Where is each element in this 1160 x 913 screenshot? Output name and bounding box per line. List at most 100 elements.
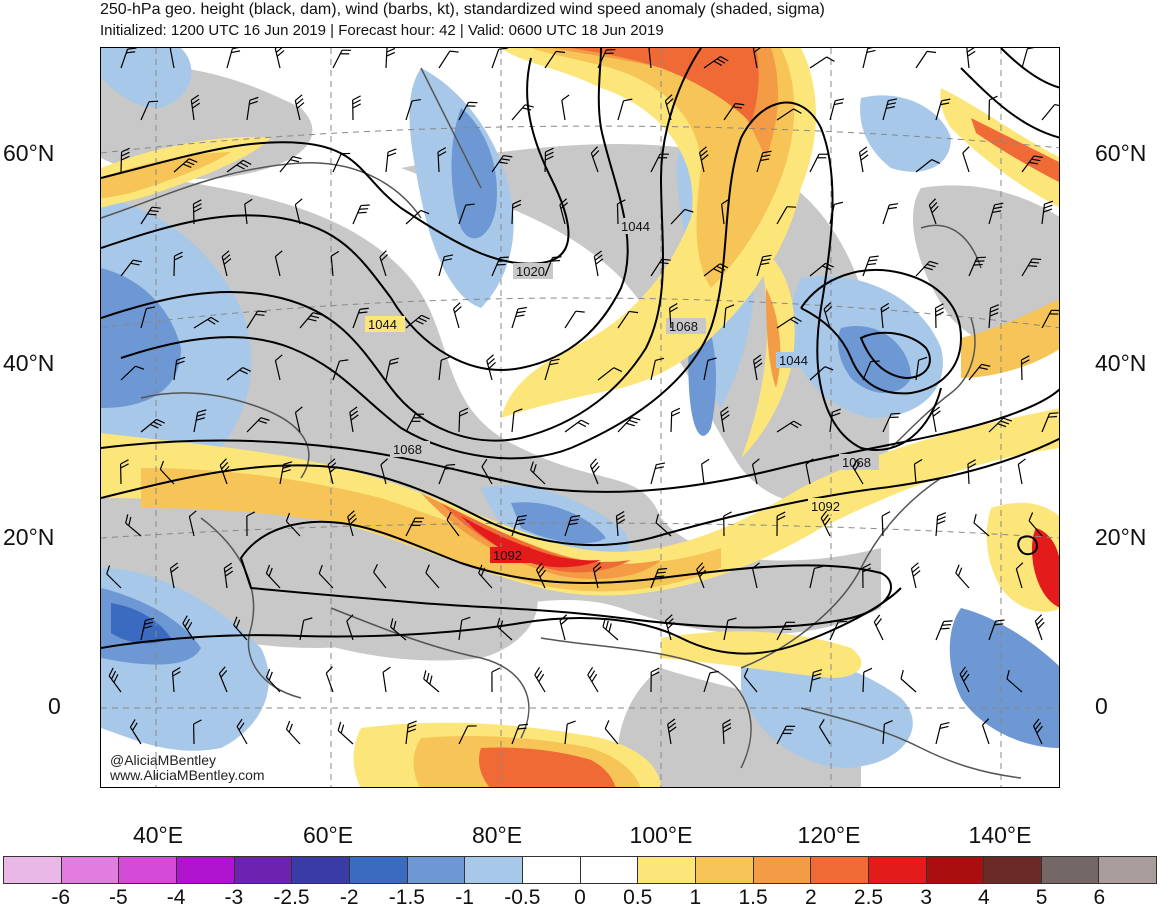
- wind-barb: [285, 512, 301, 537]
- wind-barb: [265, 668, 281, 693]
- colorbar-tick-label: 2: [804, 886, 817, 909]
- wind-barb: [829, 620, 848, 641]
- colorbar-tick-label: -1: [455, 886, 474, 909]
- wind-barb: [405, 209, 430, 225]
- contour-label: 1068: [393, 442, 422, 457]
- contour-label: 1044: [779, 353, 808, 368]
- wind-barb: [425, 564, 440, 589]
- contour-label: 1044: [368, 317, 397, 332]
- wind-barb: [723, 617, 737, 641]
- wind-barb: [1015, 562, 1024, 589]
- credit-website: www.AliciaMBentley.com: [110, 767, 265, 783]
- colorbar-swatch: [234, 857, 293, 883]
- wind-barb: [829, 408, 841, 433]
- lon-label: 120°E: [797, 822, 861, 848]
- map-subtitle: Initialized: 1200 UTC 16 Jun 2019 | Fore…: [100, 22, 664, 39]
- wind-barb: [862, 255, 879, 277]
- wind-barb: [968, 363, 991, 381]
- positive-anomaly-region: [1032, 528, 1059, 608]
- wind-barb: [120, 147, 130, 173]
- wind-barb: [751, 562, 760, 589]
- wind-barb: [882, 412, 901, 433]
- wind-barb: [862, 360, 880, 381]
- wind-barb: [962, 146, 970, 173]
- wind-barb: [809, 669, 823, 693]
- wind-barb: [648, 48, 657, 69]
- wind-barb: [140, 418, 165, 433]
- wind-barb: [564, 310, 585, 329]
- wind-barb: [140, 206, 161, 225]
- contour-label: 1020: [516, 264, 545, 279]
- wind-barb: [665, 614, 675, 641]
- wind-barb: [597, 367, 623, 381]
- wind-barb: [437, 147, 447, 173]
- lon-label: 140°E: [968, 822, 1032, 848]
- lat-label-left: 20°N: [3, 524, 55, 550]
- wind-barb: [1021, 258, 1042, 277]
- negative-anomaly-region: [949, 608, 1059, 748]
- wind-barb: [650, 462, 666, 485]
- wind-barb: [405, 314, 430, 329]
- wind-barb: [880, 302, 890, 329]
- wind-barb: [809, 153, 829, 173]
- wind-barb: [862, 667, 873, 693]
- wind-barb: [664, 94, 674, 121]
- positive-anomaly-region: [571, 48, 759, 123]
- wind-barb: [299, 617, 313, 641]
- wind-barb: [458, 101, 478, 121]
- wind-barb: [274, 250, 283, 277]
- wind-barb: [1041, 103, 1059, 121]
- map-title: 250-hPa geo. height (black, dam), wind (…: [100, 1, 825, 18]
- wind-barb: [405, 98, 421, 121]
- wind-barb: [968, 256, 986, 277]
- wind-barb: [669, 302, 678, 329]
- wind-barb: [496, 617, 513, 641]
- wind-barb: [491, 667, 501, 693]
- wind-barb: [299, 312, 322, 329]
- positive-anomaly-region: [531, 48, 795, 288]
- wind-barb: [667, 718, 677, 745]
- wind-barb: [981, 718, 990, 745]
- colorbar-tick-label: -1.5: [388, 886, 425, 909]
- wind-barb: [423, 670, 440, 693]
- wind-barb: [900, 669, 917, 693]
- wind-barb: [478, 564, 493, 589]
- wind-barb: [829, 201, 844, 225]
- wind-barb: [285, 720, 301, 745]
- wind-barb: [1041, 412, 1059, 433]
- wind-barb: [650, 258, 671, 277]
- wind-barb: [805, 458, 814, 485]
- wind-barb: [616, 199, 626, 225]
- wind-barb: [1017, 458, 1026, 485]
- wind-barb: [809, 56, 835, 69]
- positive-anomaly-region: [971, 118, 1059, 182]
- gray-field: [617, 668, 861, 787]
- wind-barb: [544, 50, 566, 69]
- wind-barb: [743, 668, 758, 693]
- wind-barb: [385, 148, 397, 173]
- colorbar-swatch: [292, 857, 350, 883]
- wind-barb: [593, 250, 604, 277]
- wind-barb: [862, 563, 872, 589]
- colorbar-swatch: [753, 857, 812, 883]
- wind-barb: [318, 564, 334, 589]
- wind-barb: [823, 302, 833, 329]
- wind-barb: [226, 159, 252, 173]
- wind-barb: [650, 567, 668, 589]
- wind-barb: [776, 511, 786, 537]
- lat-label-left: 60°N: [3, 140, 55, 166]
- wind-barb: [820, 510, 831, 537]
- negative-anomaly-region: [838, 326, 911, 393]
- wind-barb: [751, 458, 760, 485]
- negative-anomaly-region: [101, 268, 181, 408]
- wind-barb: [701, 458, 710, 485]
- wind-barb: [776, 725, 796, 745]
- colorbar-tick-label: 6: [1093, 886, 1106, 909]
- wind-barb: [882, 98, 898, 121]
- wind-barb: [246, 96, 259, 121]
- colorbar-tick-label: 5: [1035, 886, 1048, 909]
- wind-barb: [458, 407, 469, 433]
- wind-barb: [973, 514, 990, 537]
- wind-barb: [617, 98, 633, 121]
- wind-barb: [931, 406, 941, 433]
